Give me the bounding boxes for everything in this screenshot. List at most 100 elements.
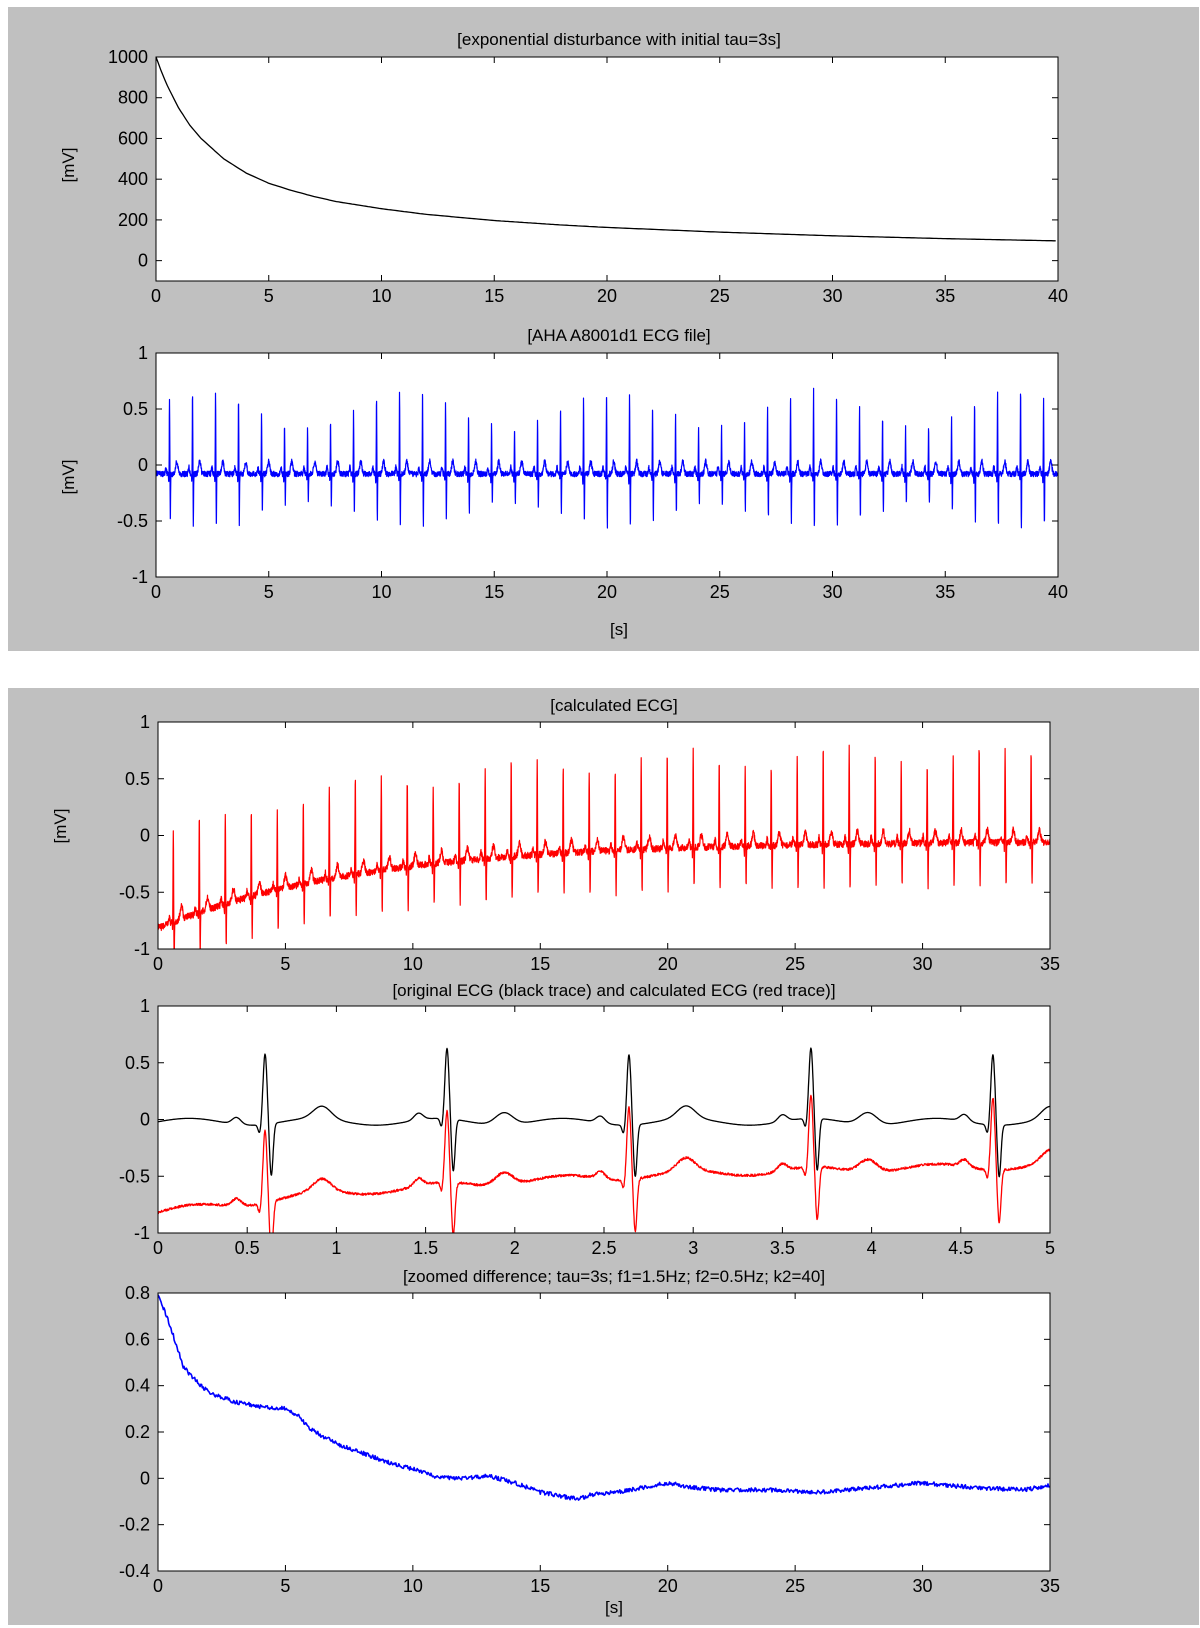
plot-area <box>158 1006 1050 1233</box>
x-tick-label: 0 <box>151 286 161 306</box>
x-tick-label: 5 <box>264 582 274 602</box>
plot-area <box>158 1293 1050 1571</box>
x-tick-label: 10 <box>371 582 391 602</box>
x-tick-label: 0 <box>151 582 161 602</box>
x-tick-label: 30 <box>822 286 842 306</box>
x-tick-label: 10 <box>403 1576 423 1596</box>
y-tick-label: -1 <box>132 567 148 587</box>
x-tick-label: 0.5 <box>235 1238 260 1258</box>
series-line-disturbance <box>156 57 1056 242</box>
x-tick-label: 40 <box>1048 582 1068 602</box>
plot-lines <box>158 744 1050 949</box>
y-tick-label: 0 <box>140 826 150 846</box>
figure-canvas-top: [exponential disturbance with initial ta… <box>59 30 1068 639</box>
y-tick-label: 1 <box>140 996 150 1016</box>
y-tick-label: 0 <box>138 455 148 475</box>
plot-frame <box>157 721 1051 950</box>
x-tick-label: 2 <box>510 1238 520 1258</box>
x-tick-label: 0 <box>153 1576 163 1596</box>
plot-area <box>156 57 1058 281</box>
subplot-title: [zoomed difference; tau=3s; f1=1.5Hz; f2… <box>403 1267 825 1286</box>
y-tick-label: 0 <box>140 1110 150 1130</box>
x-tick-label: 20 <box>658 1576 678 1596</box>
subplot-exponential-disturbance: [exponential disturbance with initial ta… <box>59 30 1068 306</box>
x-tick-label: 35 <box>935 286 955 306</box>
plot-frame <box>155 352 1059 578</box>
x-tick-label: 15 <box>484 582 504 602</box>
y-tick-label: 1000 <box>108 47 148 67</box>
series-line-ecg <box>156 387 1058 529</box>
y-tick-label: 0.4 <box>125 1376 150 1396</box>
series-line-original-ecg <box>158 1047 1050 1178</box>
y-axis-label: [mV] <box>59 460 78 495</box>
x-tick-label: 25 <box>785 1576 805 1596</box>
x-tick-label: 30 <box>913 954 933 974</box>
y-tick-label: -0.2 <box>119 1515 150 1535</box>
subplot-title: [calculated ECG] <box>550 696 678 715</box>
x-tick-label: 5 <box>280 954 290 974</box>
x-tick-label: 20 <box>597 582 617 602</box>
plot-frame <box>157 1292 1051 1572</box>
x-tick-label: 40 <box>1048 286 1068 306</box>
x-tick-label: 1 <box>331 1238 341 1258</box>
y-tick-label: 800 <box>118 88 148 108</box>
series-line-difference <box>158 1294 1050 1501</box>
x-tick-label: 5 <box>264 286 274 306</box>
series-line-calculated-ecg <box>158 1094 1050 1233</box>
x-tick-label: 4.5 <box>948 1238 973 1258</box>
y-tick-label: -1 <box>134 1223 150 1243</box>
x-tick-label: 10 <box>371 286 391 306</box>
y-tick-label: 0.5 <box>125 1053 150 1073</box>
y-tick-label: 0.2 <box>125 1422 150 1442</box>
subplot-title: [original ECG (black trace) and calculat… <box>392 981 835 1000</box>
x-tick-label: 3.5 <box>770 1238 795 1258</box>
x-tick-label: 15 <box>530 954 550 974</box>
y-tick-label: 1 <box>140 712 150 732</box>
y-tick-label: 0.5 <box>125 769 150 789</box>
plot-lines <box>158 1294 1050 1501</box>
x-tick-label: 30 <box>822 582 842 602</box>
subplot-title: [exponential disturbance with initial ta… <box>457 30 781 49</box>
x-axis-label: [s] <box>610 620 628 639</box>
x-tick-label: 15 <box>484 286 504 306</box>
x-tick-label: 35 <box>1040 954 1060 974</box>
x-tick-label: 25 <box>710 286 730 306</box>
x-tick-label: 15 <box>530 1576 550 1596</box>
plot-area <box>158 722 1050 949</box>
x-tick-label: 0 <box>153 1238 163 1258</box>
y-tick-label: 200 <box>118 210 148 230</box>
x-tick-label: 35 <box>935 582 955 602</box>
y-tick-label: -1 <box>134 939 150 959</box>
x-tick-label: 20 <box>658 954 678 974</box>
y-tick-label: -0.5 <box>119 1166 150 1186</box>
figure-window-top: [exponential disturbance with initial ta… <box>8 7 1199 651</box>
y-tick-label: 0.6 <box>125 1329 150 1349</box>
x-tick-label: 5 <box>280 1576 290 1596</box>
plot-lines <box>156 57 1056 242</box>
y-tick-label: -0.4 <box>119 1561 150 1581</box>
x-tick-label: 1.5 <box>413 1238 438 1258</box>
y-tick-label: 0 <box>140 1468 150 1488</box>
subplot-aha-ecg-file: [AHA A8001d1 ECG file] [mV] [s] 0 5 10 15 20… <box>59 326 1068 639</box>
y-axis-label: [mV] <box>59 148 78 183</box>
y-tick-label: 400 <box>118 169 148 189</box>
x-tick-label: 10 <box>403 954 423 974</box>
x-tick-label: 2.5 <box>591 1238 616 1258</box>
x-axis-label: [s] <box>605 1598 623 1617</box>
subplot-zoomed-difference: [zoomed difference; tau=3s; f1=1.5Hz; f2… <box>119 1267 1060 1617</box>
y-tick-label: 600 <box>118 128 148 148</box>
subplot-original-vs-calculated: [original ECG (black trace) and calculat… <box>119 981 1055 1258</box>
x-tick-label: 30 <box>913 1576 933 1596</box>
x-tick-label: 4 <box>867 1238 877 1258</box>
figure-canvas-bottom: [calculated ECG] [mV] 0 5 10 15 20 25 30 35-1-0… <box>51 696 1060 1617</box>
x-tick-label: 3 <box>688 1238 698 1258</box>
y-tick-label: 0.8 <box>125 1283 150 1303</box>
x-tick-label: 35 <box>1040 1576 1060 1596</box>
x-tick-label: 25 <box>785 954 805 974</box>
figure-window-bottom: [calculated ECG] [mV] 0 5 10 15 20 25 30 35 -1 -0… <box>8 688 1199 1625</box>
y-tick-label: -0.5 <box>117 511 148 531</box>
x-tick-label: 20 <box>597 286 617 306</box>
x-tick-label: 0 <box>153 954 163 974</box>
plot-lines <box>158 1047 1050 1233</box>
plot-frame <box>157 1005 1051 1234</box>
